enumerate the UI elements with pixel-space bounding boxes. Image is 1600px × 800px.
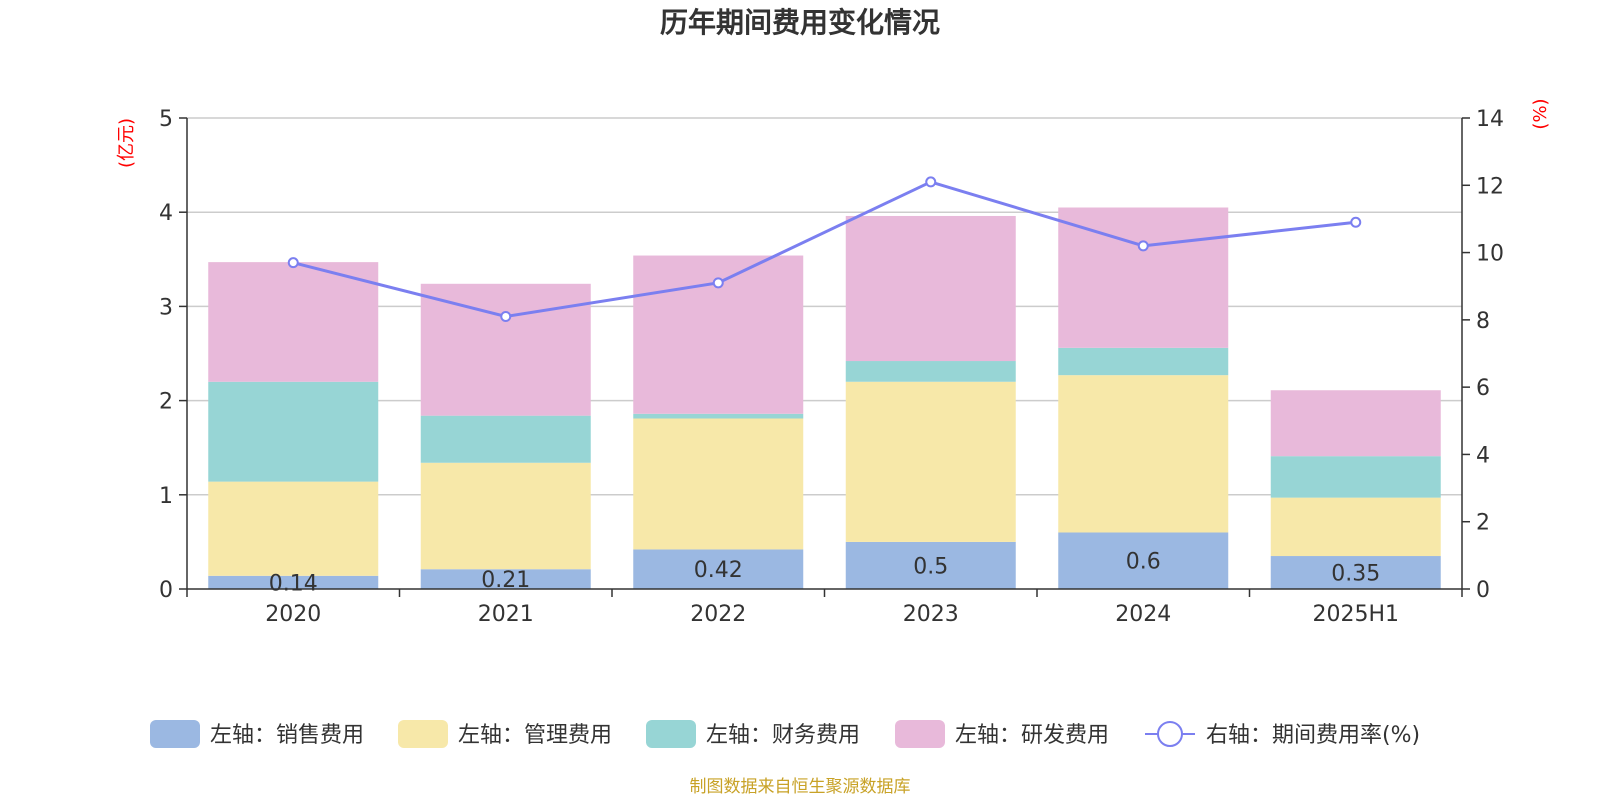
bar-segment: [845, 215, 1016, 362]
rate-point: [500, 310, 512, 322]
legend-item[interactable]: 左轴：财务费用: [646, 720, 860, 748]
bar-segment: [1270, 556, 1441, 589]
data-label: 0.35: [1331, 562, 1380, 587]
right-axis-unit: (%): [1530, 98, 1551, 129]
legend-item[interactable]: 右轴：期间费用率(%): [1145, 721, 1420, 748]
bar-segment: [1270, 456, 1441, 498]
legend-swatch: [398, 720, 448, 748]
rate-point: [1137, 240, 1149, 252]
bar-segment: [420, 569, 591, 589]
left-axis-unit: (亿元): [116, 118, 137, 168]
rate-point: [287, 257, 299, 269]
bar-segment: [1058, 347, 1229, 376]
bar-segment: [845, 541, 1016, 589]
bar-segment: [208, 481, 379, 576]
data-label: 0.6: [1126, 550, 1161, 575]
legend-item[interactable]: 左轴：管理费用: [398, 720, 612, 748]
x-tick-label: 2023: [903, 602, 959, 627]
bar-segment: [1058, 375, 1229, 533]
rate-line: [287, 176, 1362, 322]
data-labels: 0.14 0.21 0.42 0.5 0.6 0.35: [269, 550, 1380, 597]
bars: [208, 207, 1441, 589]
legend-label: 左轴：研发费用: [955, 723, 1109, 748]
right-tick-label: 10: [1476, 242, 1504, 267]
data-label: 0.42: [694, 558, 743, 583]
right-tick-label: 2: [1476, 511, 1490, 536]
legend-swatch: [150, 720, 200, 748]
bar-segment: [420, 462, 591, 570]
legend-label: 左轴：销售费用: [210, 723, 364, 748]
rate-point: [712, 277, 724, 289]
bar-segment: [420, 283, 591, 416]
bar-segment: [1058, 532, 1229, 589]
data-label: 0.21: [481, 568, 530, 593]
bar-segment: [420, 415, 591, 463]
right-tick-label: 4: [1476, 443, 1490, 468]
bar-segment: [633, 549, 804, 589]
x-tick-label: 2024: [1115, 602, 1171, 627]
bar-segment: [208, 575, 379, 589]
x-tick-label: 2025H1: [1312, 602, 1399, 627]
legend-item[interactable]: 左轴：销售费用: [150, 720, 364, 748]
rate-line-path: [292, 180, 1356, 319]
legend-label: 左轴：财务费用: [706, 723, 860, 748]
left-tick-label: 3: [159, 295, 173, 320]
x-tick-label: 2022: [690, 602, 746, 627]
x-tick-label: 2021: [478, 602, 534, 627]
bar-segment: [1270, 390, 1441, 457]
left-tick-label: 4: [159, 201, 173, 226]
left-tick-label: 1: [159, 484, 173, 509]
legend[interactable]: 左轴：销售费用 左轴：管理费用 左轴：财务费用 左轴：研发费用 右轴：期间费用率(%): [150, 720, 1420, 748]
source-note: 制图数据来自恒生聚源数据库: [690, 777, 911, 797]
legend-label: 右轴：期间费用率(%): [1206, 723, 1420, 748]
rate-point: [1350, 216, 1362, 228]
left-tick-label: 2: [159, 390, 173, 415]
left-tick-label: 0: [159, 578, 173, 603]
bar-segment: [1058, 207, 1229, 348]
bar-segment: [208, 262, 379, 382]
bar-segment: [1270, 497, 1441, 557]
right-tick-label: 12: [1476, 174, 1504, 199]
x-tick-label: 2020: [265, 602, 321, 627]
rate-point: [925, 176, 937, 188]
right-tick-label: 14: [1476, 107, 1504, 132]
bar-segment: [633, 418, 804, 550]
data-label: 0.5: [913, 554, 948, 579]
grid-lines: [187, 117, 1462, 496]
legend-swatch: [895, 720, 945, 748]
legend-swatch: [646, 720, 696, 748]
bar-segment: [633, 413, 804, 419]
bar-segment: [845, 381, 1016, 542]
data-label: 0.14: [269, 571, 318, 596]
chart-title: 历年期间费用变化情况: [660, 6, 940, 39]
bar-segment: [845, 361, 1016, 382]
legend-item[interactable]: 左轴：研发费用: [895, 720, 1109, 748]
right-tick-label: 8: [1476, 309, 1490, 334]
left-tick-label: 5: [159, 107, 173, 132]
legend-line-marker: [1157, 721, 1183, 747]
bar-segment: [208, 381, 379, 482]
legend-label: 左轴：管理费用: [458, 723, 612, 748]
right-tick-label: 6: [1476, 376, 1490, 401]
right-tick-label: 0: [1476, 578, 1490, 603]
